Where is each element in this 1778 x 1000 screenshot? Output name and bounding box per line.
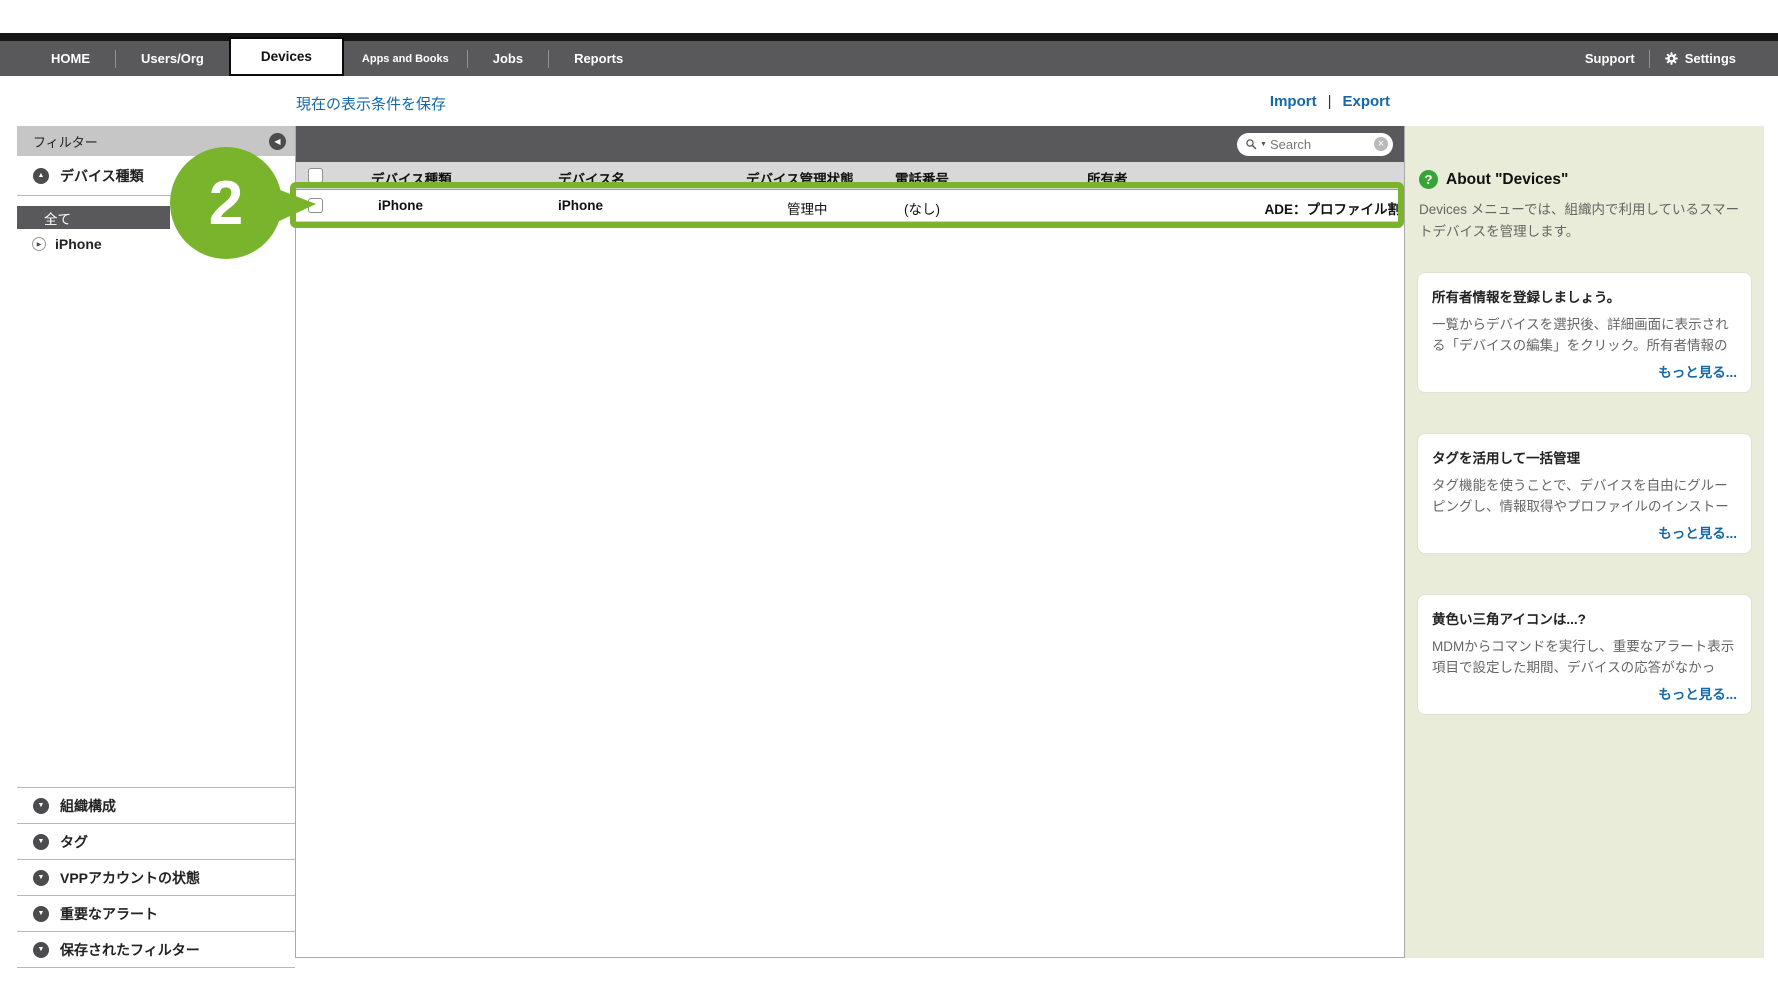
filter-section-label: デバイス種類 xyxy=(60,167,144,184)
filter-section-label: 重要なアラート xyxy=(60,905,158,922)
nav-separator xyxy=(1648,49,1650,68)
chevron-left-icon: ◀ xyxy=(274,136,281,146)
import-export: Import | Export xyxy=(1270,93,1390,110)
chevron-down-circle-icon: ▼ xyxy=(33,905,49,922)
chevron-up-circle-icon: ▲ xyxy=(33,167,49,184)
search-scope-dropdown-icon[interactable]: ▼ xyxy=(1260,140,1267,148)
import-export-separator: | xyxy=(1327,93,1332,110)
import-link[interactable]: Import xyxy=(1269,93,1317,110)
cell-phone-number: (なし) xyxy=(904,202,940,217)
tip-card-title: タグを活用して一括管理 xyxy=(1432,451,1581,467)
tip-card-title: 黄色い三角アイコンは...? xyxy=(1432,611,1586,627)
main-nav: HOME Users/Org Devices Apps and Books Jo… xyxy=(0,37,1778,76)
tip-card-body: 一覧からデバイスを選択後、詳細画面に表示される「デバイスの編集」をクリック。所有… xyxy=(1432,317,1729,354)
export-link[interactable]: Export xyxy=(1342,93,1390,110)
filter-sidebar-title: フィルター xyxy=(33,134,98,150)
filter-collapsed-sections: ▼ 組織構成 ▼ タグ ▼ VPPアカウントの状態 ▼ 重要なアラート ▼ 保存… xyxy=(17,787,295,968)
tip-card-owner-info: 所有者情報を登録しましょう。 一覧からデバイスを選択後、詳細画面に表示される「デ… xyxy=(1417,272,1752,394)
clear-search-icon[interactable]: × xyxy=(1374,137,1388,151)
cell-owner-ade: ADE：プロファイル割 xyxy=(1264,202,1401,217)
tip-card-yellow-triangle: 黄色い三角アイコンは...? MDMからコマンドを実行し、重要なアラート表示項目… xyxy=(1417,593,1752,715)
filter-section-important-alerts[interactable]: ▼ 重要なアラート xyxy=(17,895,295,931)
tip-card-title: 所有者情報を登録しましょう。 xyxy=(1432,290,1621,306)
tab-devices[interactable]: Devices xyxy=(228,37,344,76)
list-toolbar: ▼ × xyxy=(296,126,1404,162)
filter-section-device-type[interactable]: ▲ デバイス種類 xyxy=(17,156,295,196)
search-icon xyxy=(1245,138,1257,150)
device-list-area: ▼ × デバイス種類 デバイス名 デバイス管理状態 電話番号 所有者 iPhon… xyxy=(295,126,1405,958)
filter-device-type-iphone[interactable]: ▶ iPhone xyxy=(32,236,295,252)
nav-home[interactable]: HOME xyxy=(51,51,90,66)
nav-separator xyxy=(115,49,116,68)
cell-device-type: iPhone xyxy=(378,198,424,213)
step-annotation: 2 xyxy=(170,147,320,260)
more-link[interactable]: もっと見る... xyxy=(1658,365,1737,381)
chevron-down-circle-icon: ▼ xyxy=(33,797,49,814)
search-input[interactable] xyxy=(1269,136,1371,152)
help-panel: ? About "Devices" Devices メニューでは、組織内で利用し… xyxy=(1405,126,1764,958)
filter-section-saved-filters[interactable]: ▼ 保存されたフィルター xyxy=(17,931,295,967)
nav-support[interactable]: Support xyxy=(1584,51,1635,66)
save-current-filter-link[interactable]: 現在の表示条件を保存 xyxy=(296,96,447,113)
chevron-down-circle-icon: ▼ xyxy=(33,941,49,958)
column-header-device-type[interactable]: デバイス種類 xyxy=(371,172,452,187)
about-devices-body: Devices メニューでは、組織内で利用しているスマートデバイスを管理します。 xyxy=(1419,202,1740,239)
column-header-management-status[interactable]: デバイス管理状態 xyxy=(746,172,854,187)
nav-apps-and-books[interactable]: Apps and Books xyxy=(361,52,449,65)
filter-section-vpp-account[interactable]: ▼ VPPアカウントの状態 xyxy=(17,859,295,895)
filter-section-label: タグ xyxy=(60,833,88,850)
device-row[interactable]: iPhone iPhone 管理中 (なし) ADE：プロファイル割 xyxy=(296,190,1404,222)
about-devices-title: About "Devices" xyxy=(1446,170,1569,188)
filter-section-label: 組織構成 xyxy=(60,797,116,814)
chevron-down-circle-icon: ▼ xyxy=(33,869,49,886)
column-header-owner[interactable]: 所有者 xyxy=(1087,172,1128,187)
search-box[interactable]: ▼ × xyxy=(1237,132,1393,156)
help-question-icon: ? xyxy=(1419,170,1438,189)
subheader: 現在の表示条件を保存 Import | Export xyxy=(0,76,1778,126)
nav-separator xyxy=(466,49,468,68)
nav-settings[interactable]: Settings xyxy=(1684,51,1736,66)
filter-section-organization[interactable]: ▼ 組織構成 xyxy=(17,787,295,823)
step-number: 2 xyxy=(208,168,244,238)
nav-separator xyxy=(548,49,550,68)
tip-card-tags: タグを活用して一括管理 タグ機能を使うことで、デバイスを自由にグルーピングし、情… xyxy=(1417,433,1752,554)
cell-management-status: 管理中 xyxy=(787,202,828,217)
radio-play-icon: ▶ xyxy=(32,237,46,251)
nav-jobs[interactable]: Jobs xyxy=(492,51,524,66)
table-header: デバイス種類 デバイス名 デバイス管理状態 電話番号 所有者 xyxy=(296,162,1404,190)
collapse-sidebar-button[interactable]: ◀ xyxy=(269,132,286,150)
filter-section-label: 保存されたフィルター xyxy=(60,941,200,958)
filter-sidebar: フィルター ◀ ▲ デバイス種類 全て ▶ iPhone ▼ 組織構成 ▼ xyxy=(17,126,295,969)
filter-sidebar-header: フィルター ◀ xyxy=(17,126,295,156)
nav-left: HOME Users/Org Devices Apps and Books Jo… xyxy=(0,37,648,76)
column-header-phone-number[interactable]: 電話番号 xyxy=(895,172,949,187)
gear-icon xyxy=(1664,51,1679,66)
tip-card-body: MDMからコマンドを実行し、重要なアラート表示項目で設定した期間、デバイスの応答… xyxy=(1432,638,1735,675)
filter-item-label: iPhone xyxy=(55,236,102,252)
more-link[interactable]: もっと見る... xyxy=(1658,525,1737,541)
filter-section-tags[interactable]: ▼ タグ xyxy=(17,823,295,859)
cell-device-name: iPhone xyxy=(558,198,604,213)
filter-device-type-all[interactable]: 全て xyxy=(17,206,170,229)
tip-card-body: タグ機能を使うことで、デバイスを自由にグルーピングし、情報取得やプロファイルのイ… xyxy=(1432,478,1729,514)
more-link[interactable]: もっと見る... xyxy=(1658,686,1737,702)
nav-right: Support Settings xyxy=(1571,49,1778,68)
filter-section-label: VPPアカウントの状態 xyxy=(60,869,201,886)
about-devices-header: ? About "Devices" xyxy=(1417,170,1752,189)
chevron-down-circle-icon: ▼ xyxy=(33,833,49,850)
nav-reports[interactable]: Reports xyxy=(574,51,624,66)
top-black-strip xyxy=(0,33,1778,41)
column-header-device-name[interactable]: デバイス名 xyxy=(558,172,626,187)
nav-users-org[interactable]: Users/Org xyxy=(141,51,204,66)
